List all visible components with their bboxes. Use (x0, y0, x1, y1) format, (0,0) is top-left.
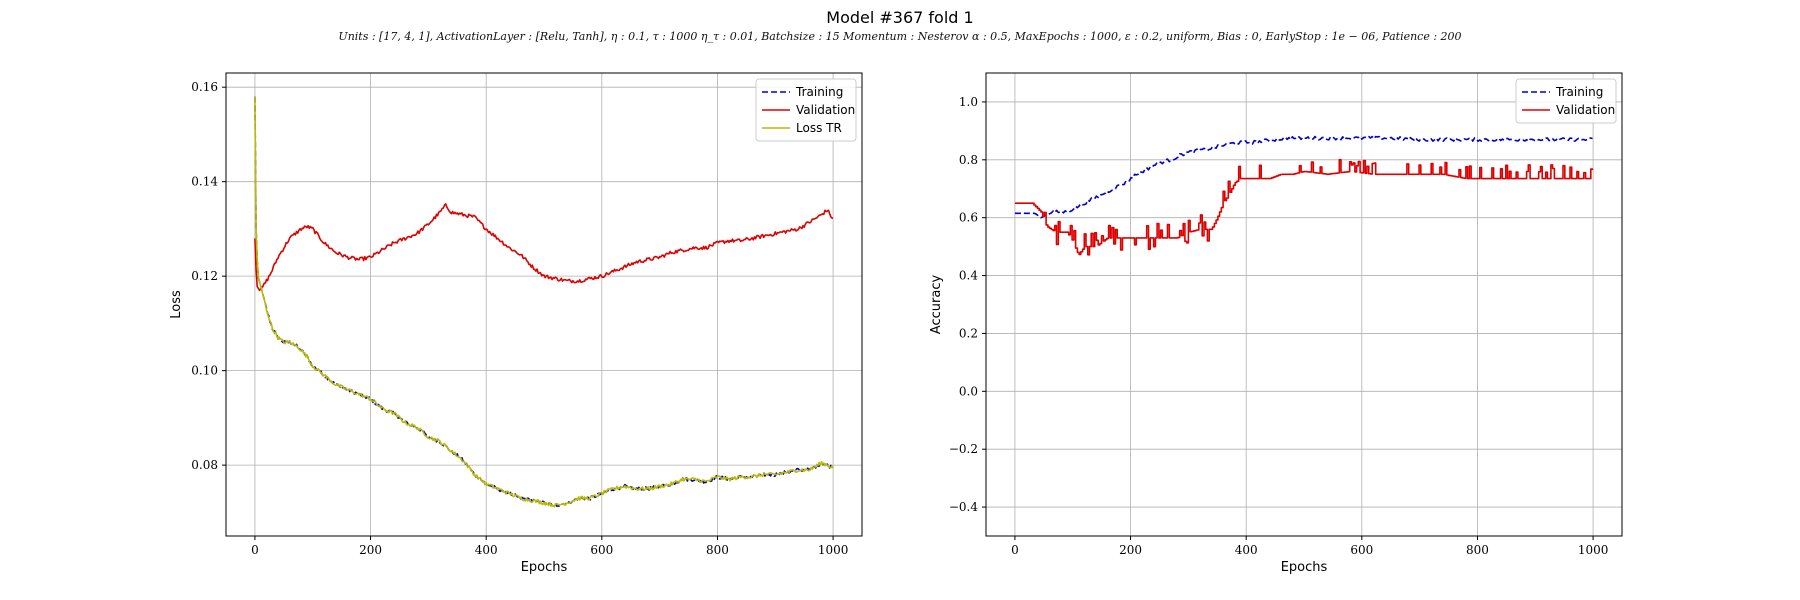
loss-xlabel: Epochs (521, 560, 568, 575)
loss-xtick-label-5: 1000 (818, 543, 849, 557)
loss-legend-label-1: Validation (796, 103, 855, 117)
loss-xtick-label-3: 600 (590, 543, 613, 557)
accuracy-legend-label-1: Validation (1556, 103, 1615, 117)
loss-series-validation (254, 203, 834, 292)
loss-legend-box (755, 78, 857, 142)
loss-panel: 0 200 400 600 800 1000 0.08 0.10 0.12 0.14 0.16 Epo… (169, 72, 863, 575)
loss-series-loss-tr (254, 96, 834, 508)
figure-subtitle: Units : [17, 4, 1], ActivationLayer : [R… (338, 30, 1462, 43)
accuracy-series-validation (1014, 158, 1594, 256)
accuracy-ytick-label-1: −0.2 (949, 442, 978, 456)
loss-ytick-label-3: 0.14 (191, 175, 218, 189)
loss-legend: Training Validation Loss TR (755, 78, 857, 142)
accuracy-ytick-label-6: 0.8 (959, 153, 978, 167)
accuracy-legend: Training Validation (1515, 78, 1617, 124)
loss-xtick-label-1: 200 (359, 543, 382, 557)
loss-ytick-label-1: 0.10 (191, 364, 218, 378)
loss-xtick-label-2: 400 (475, 543, 498, 557)
accuracy-ytick-label-0: −0.4 (949, 500, 979, 514)
loss-series-training (254, 96, 834, 507)
loss-xtick-label-4: 800 (706, 543, 729, 557)
loss-legend-label-0: Training (795, 85, 843, 99)
accuracy-xlabel: Epochs (1281, 560, 1328, 575)
loss-frame (225, 72, 863, 537)
accuracy-ytick-label-2: 0.0 (959, 384, 978, 398)
accuracy-xtick-label-5: 1000 (1578, 543, 1609, 557)
accuracy-legend-box (1515, 78, 1617, 124)
accuracy-series-training (1014, 135, 1593, 219)
loss-ytick-label-2: 0.12 (191, 269, 218, 283)
loss-ytick-label-4: 0.16 (191, 80, 218, 94)
accuracy-ytick-label-7: 1.0 (959, 95, 978, 109)
loss-ylabel: Loss (169, 290, 184, 319)
figure-title: Model #367 fold 1 (826, 8, 974, 27)
accuracy-xtick-label-1: 200 (1119, 543, 1142, 557)
accuracy-frame (985, 72, 1623, 537)
accuracy-xtick-label-3: 600 (1350, 543, 1373, 557)
accuracy-xtick-label-4: 800 (1466, 543, 1489, 557)
accuracy-xtick-label-0: 0 (1011, 543, 1019, 557)
accuracy-ytick-label-5: 0.6 (959, 211, 978, 225)
accuracy-ytick-label-4: 0.4 (959, 269, 978, 283)
accuracy-panel: 0 200 400 600 800 1000 −0.4 −0.2 0.0 0.2 0.4 0.6 0.8… (929, 72, 1623, 575)
loss-xtick-label-0: 0 (251, 543, 259, 557)
accuracy-xtick-label-2: 400 (1235, 543, 1258, 557)
accuracy-ytick-label-3: 0.2 (959, 326, 978, 340)
accuracy-legend-label-0: Training (1555, 85, 1603, 99)
loss-legend-label-2: Loss TR (796, 121, 842, 135)
accuracy-ylabel: Accuracy (929, 275, 944, 335)
loss-ytick-label-0: 0.08 (191, 458, 218, 472)
